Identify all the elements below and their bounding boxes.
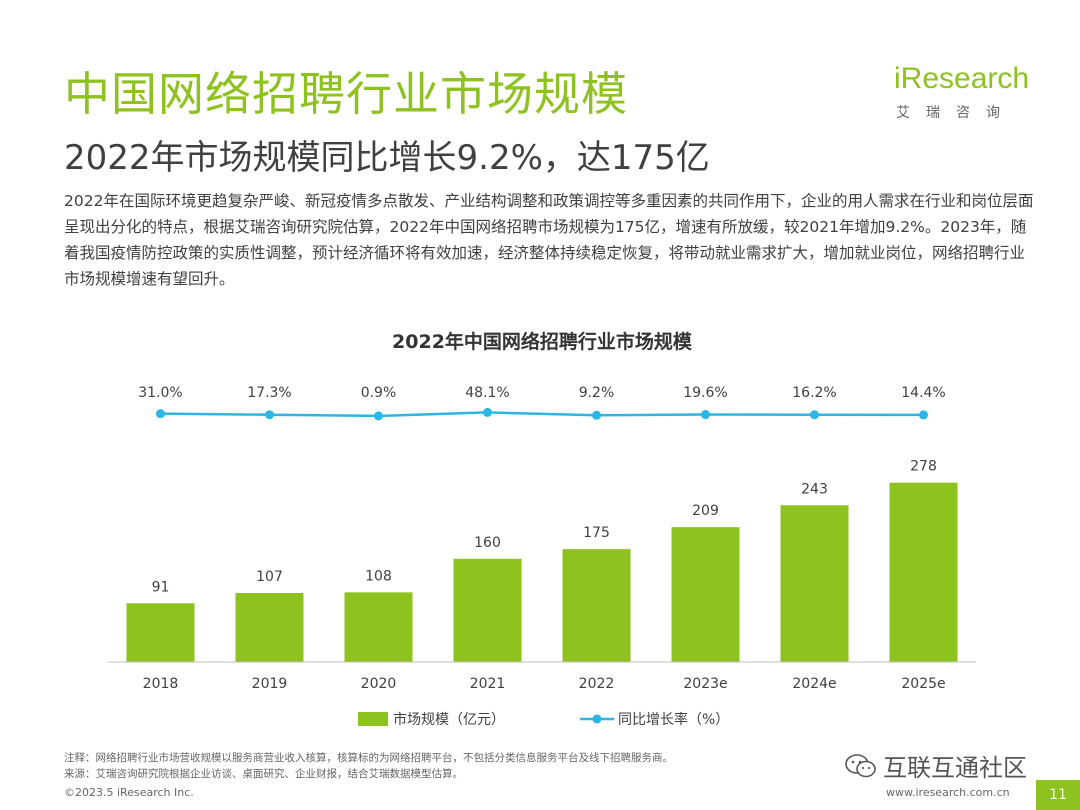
bar-value-label: 91	[152, 579, 170, 595]
wechat-icon	[845, 753, 876, 777]
growth-point-2020	[374, 411, 383, 421]
x-tick-label: 2023e	[683, 676, 727, 692]
bar-value-label: 243	[801, 481, 828, 497]
growth-point-2019	[265, 410, 274, 420]
x-tick-label: 2019	[252, 676, 288, 692]
iresearch-logo: iResearch 艾瑞咨询	[890, 62, 1030, 124]
legend-bar-swatch	[358, 712, 388, 726]
x-tick-label: 2018	[143, 676, 179, 692]
bar-layer: 91 107 108 160 175 209 243 278	[126, 459, 958, 662]
bar-2022	[562, 549, 631, 662]
growth-value-label: 19.6%	[683, 385, 727, 401]
bar-2020	[344, 592, 413, 662]
growth-value-label: 31.0%	[138, 385, 182, 401]
legend-line-marker	[592, 714, 602, 724]
bar-2018	[126, 603, 195, 662]
legend: 市场规模（亿元） 同比增长率（%）	[358, 711, 729, 728]
growth-point-2021	[483, 407, 492, 417]
footnote-source: 来源：艾瑞咨询研究院根据企业访谈、桌面研究、企业财报，结合艾瑞数据模型估算。	[64, 768, 463, 780]
footnote-note: 注释：网络招聘行业市场营收规模以服务商营业收入核算，核算标的为网络招聘平台，不包…	[64, 752, 673, 764]
bar-2021	[453, 558, 522, 662]
bar-2024e	[780, 505, 849, 662]
growth-value-label: 14.4%	[901, 385, 945, 401]
logo-text: iResearch	[894, 62, 1030, 95]
growth-value-label: 48.1%	[465, 385, 509, 401]
x-tick-label: 2025e	[901, 676, 945, 692]
growth-point-2024e	[810, 410, 819, 420]
growth-point-2018	[156, 409, 165, 419]
x-tick-label: 2020	[361, 676, 397, 692]
growth-value-label: 0.9%	[361, 385, 397, 401]
bar-value-label: 175	[583, 525, 610, 541]
growth-point-2025e	[919, 410, 928, 420]
bar-value-label: 160	[474, 535, 501, 551]
bar-2019	[235, 592, 304, 662]
logo-chinese-text: 艾瑞咨询	[896, 105, 1016, 121]
watermark: 互联互通社区	[845, 748, 1027, 783]
x-tick-label: 2024e	[792, 676, 836, 692]
page-subtitle: 2022年市场规模同比增长9.2%，达175亿	[64, 138, 710, 178]
growth-value-label: 9.2%	[579, 385, 615, 401]
bar-2023e	[671, 527, 740, 662]
page-title: 中国网络招聘行业市场规模	[64, 67, 628, 121]
chart-title: 2022年中国网络招聘行业市场规模	[392, 330, 693, 353]
page-number: 11	[1036, 780, 1080, 810]
bar-value-label: 108	[365, 568, 392, 584]
legend-line-label: 同比增长率（%）	[618, 711, 729, 728]
x-tick-label: 2022	[579, 676, 615, 692]
growth-line	[160, 411, 924, 418]
growth-point-2022	[592, 410, 601, 420]
legend-bar-label: 市场规模（亿元）	[393, 711, 505, 728]
description-text: 2022年在国际环境更趋复杂严峻、新冠疫情多点散发、产业结构调整和政策调控等多重…	[64, 192, 1034, 288]
website-link[interactable]: www.iresearch.com.cn	[886, 786, 1010, 799]
bar-value-label: 209	[692, 503, 719, 519]
growth-value-label: 16.2%	[792, 385, 836, 401]
bar-value-label: 278	[910, 459, 937, 475]
x-tick-layer: 2018 2019 2020 2021 2022 2023e 2024e 2025e	[143, 676, 946, 692]
copyright-text: ©2023.5 iResearch Inc.	[64, 786, 194, 799]
growth-value-label: 17.3%	[247, 385, 291, 401]
x-tick-label: 2021	[470, 676, 506, 692]
growth-line-layer: 31.0% 17.3% 0.9% 48.1% 9.2% 19.6% 16.2% 14.4%	[138, 385, 946, 421]
bar-value-label: 107	[256, 569, 283, 585]
bar-2025e	[889, 482, 958, 662]
growth-point-2023e	[701, 410, 710, 420]
watermark-text: 互联互通社区	[883, 754, 1027, 782]
